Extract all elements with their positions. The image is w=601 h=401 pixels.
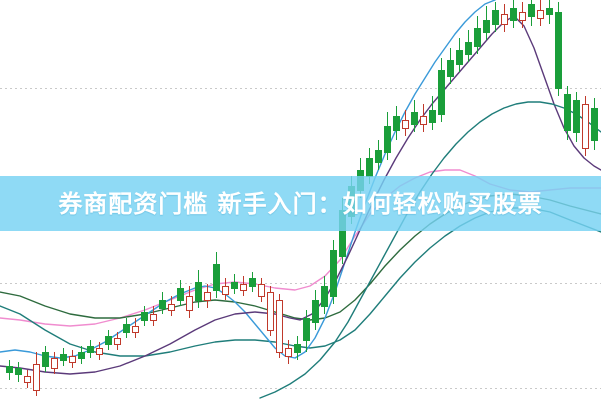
candlestick-series — [6, 0, 598, 396]
title-overlay-band: 券商配资门槛 新手入门：如何轻松购买股票 — [0, 176, 601, 231]
page-title: 券商配资门槛 新手入门：如何轻松购买股票 — [58, 189, 543, 218]
grid-lines — [0, 88, 601, 389]
